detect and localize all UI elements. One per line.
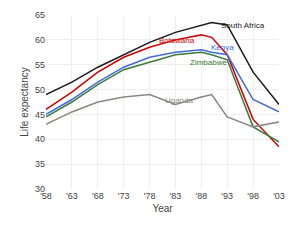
svg-text:'68: '68 [92,191,104,201]
svg-text:Kenya: Kenya [211,43,234,52]
svg-text:50: 50 [35,85,45,95]
svg-text:'93: '93 [221,191,233,201]
svg-text:'03: '03 [273,191,285,201]
svg-text:45: 45 [35,110,45,120]
svg-text:40: 40 [35,134,45,144]
svg-text:'58: '58 [40,191,52,201]
svg-text:30: 30 [35,184,45,194]
svg-text:'78: '78 [144,191,156,201]
svg-text:'88: '88 [195,191,207,201]
svg-text:60: 60 [35,35,45,45]
svg-text:'83: '83 [170,191,182,201]
svg-text:Life expectancy: Life expectancy [19,67,30,137]
svg-text:'98: '98 [247,191,259,201]
svg-text:Zimbabwe: Zimbabwe [190,58,227,67]
svg-text:Botswana: Botswana [159,36,195,45]
svg-text:South Africa: South Africa [221,21,265,30]
svg-text:35: 35 [35,159,45,169]
svg-text:'63: '63 [66,191,78,201]
svg-text:Uganda: Uganda [165,96,194,105]
svg-text:65: 65 [35,10,45,20]
svg-text:Year: Year [152,203,173,214]
svg-text:'73: '73 [118,191,130,201]
svg-text:55: 55 [35,60,45,70]
